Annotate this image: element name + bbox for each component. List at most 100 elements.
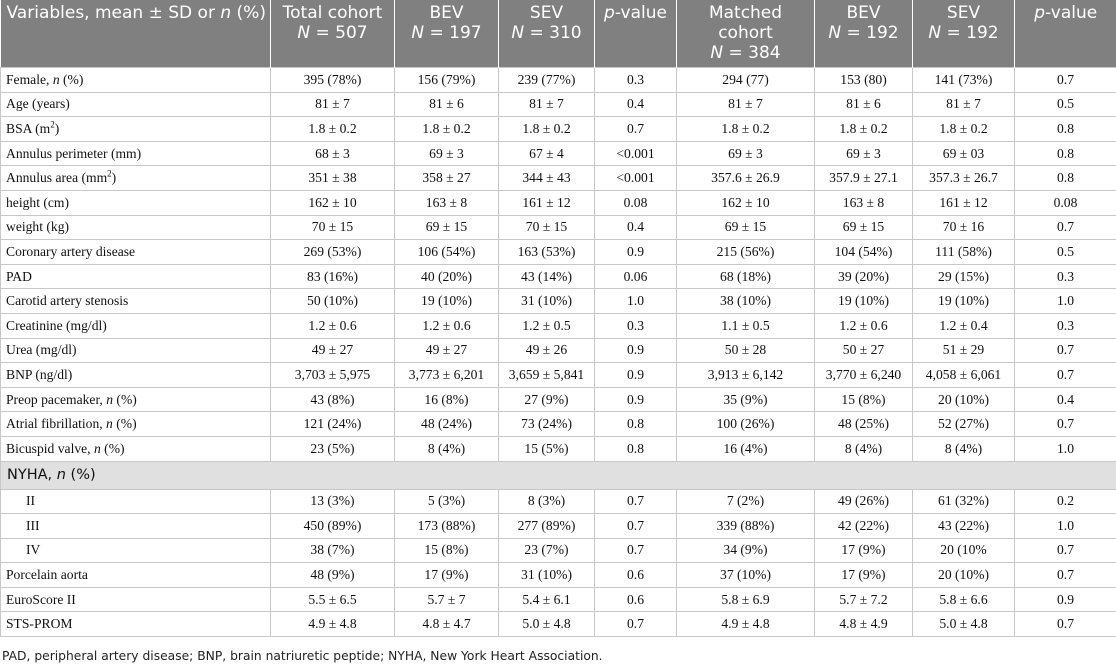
table-cell: 0.2	[1014, 488, 1116, 515]
table-cell: 121 (24%)	[270, 411, 395, 437]
header-col-title: BEV	[846, 3, 881, 23]
table-cell: 395 (78%)	[270, 67, 395, 93]
table-row: BSA (m2) 1.8 ± 0.2 1.8 ± 0.2 1.8 ± 0.2 0.7 1.…	[0, 116, 1116, 142]
table-cell: 8 (4%)	[814, 435, 913, 462]
table-cell: 43 (22%)	[912, 513, 1015, 539]
table-cell: 1.0	[1014, 513, 1116, 539]
header-n-label: N	[511, 23, 525, 43]
row-label-text: Female,	[6, 71, 53, 87]
table-cell: 69 ± 3	[394, 140, 499, 167]
table-cell: 3,773 ± 6,201	[394, 362, 499, 388]
table-cell: 20 (10%	[912, 537, 1015, 564]
table-cell: 239 (77%)	[498, 67, 595, 93]
table-cell: 49 (26%)	[814, 488, 913, 515]
table-cell: 69 ± 15	[394, 214, 499, 241]
table-cell: 5 (3%)	[394, 488, 499, 515]
table-row: Carotid artery stenosis 50 (10%) 19 (10%) 3…	[0, 288, 1116, 314]
table-cell: 0.4	[594, 214, 677, 241]
table-cell: 69 ± 15	[676, 214, 815, 241]
table-cell: 162 ± 10	[676, 189, 815, 216]
table-cell: 3,659 ± 5,841	[498, 362, 595, 388]
table-cell: 70 ± 15	[498, 214, 595, 241]
table-cell: 0.08	[1014, 189, 1116, 216]
table-cell: 69 ± 3	[814, 140, 913, 167]
row-label: Preop pacemaker, n (%)	[0, 386, 271, 413]
row-label-text: EuroScore II	[6, 591, 76, 607]
table-cell: 38 (10%)	[676, 288, 815, 314]
table-cell: 23 (7%)	[498, 537, 595, 564]
row-label-text: Bicuspid valve,	[6, 440, 94, 456]
row-label: Bicuspid valve, n (%)	[0, 435, 271, 462]
header-variables: Variables, mean ± SD or n (%)	[0, 0, 271, 68]
table-cell: 0.08	[594, 189, 677, 216]
row-label-text: Urea (mg/dl)	[6, 342, 77, 358]
row-label-text: PAD	[6, 268, 32, 284]
row-label-text: Coronary artery disease	[6, 243, 136, 259]
row-label-superscript: 2	[107, 168, 112, 179]
table-cell: 52 (27%)	[912, 411, 1015, 437]
row-label-text: Creatinine (mg/dl)	[6, 317, 107, 333]
table-cell: 67 ± 4	[498, 140, 595, 167]
header-p-letter: p	[1034, 3, 1046, 23]
table-cell: 163 (53%)	[498, 239, 595, 265]
table-cell: 0.5	[1014, 91, 1116, 118]
header-col-title: SEV	[946, 3, 981, 23]
table-cell: 70 ± 16	[912, 214, 1015, 241]
table-cell: 141 (73%)	[912, 67, 1015, 93]
table-cell: 1.2 ± 0.6	[270, 312, 395, 339]
header-col-title: p-value	[599, 3, 672, 23]
table-cell: 5.7 ± 7	[394, 586, 499, 613]
table-cell: 8 (4%)	[394, 435, 499, 462]
row-label-text: Annulus area (mm	[6, 170, 108, 186]
row-label: STS-PROM	[0, 611, 271, 638]
table-cell: 4.9 ± 4.8	[270, 611, 395, 638]
row-label: Urea (mg/dl)	[0, 337, 271, 364]
row-label: BSA (m2)	[0, 116, 271, 142]
table-cell: 48 (9%)	[270, 562, 395, 588]
table-cell: 3,770 ± 6,240	[814, 362, 913, 388]
table-cell: 5.0 ± 4.8	[498, 611, 595, 638]
table-cell: 7 (2%)	[676, 488, 815, 515]
table-cell: 0.7	[1014, 67, 1116, 93]
table-cell: 173 (88%)	[394, 513, 499, 539]
table-cell: 344 ± 43	[498, 165, 595, 191]
table-cell: 31 (10%)	[498, 288, 595, 314]
table-cell: 81 ± 6	[814, 91, 913, 118]
section-label: NYHA, n (%)	[0, 460, 1116, 490]
table-cell: 16 (4%)	[676, 435, 815, 462]
table-cell: 8 (4%)	[912, 435, 1015, 462]
table-cell: 0.6	[594, 562, 677, 588]
table-cell: 43 (14%)	[498, 263, 595, 290]
header-variables-text: Variables, mean ± SD or	[6, 3, 221, 23]
header-bev-matched: BEV N = 192	[814, 0, 913, 68]
table-cell: 1.8 ± 0.2	[912, 116, 1015, 142]
table-cell: 0.7	[1014, 214, 1116, 241]
baseline-characteristics-table: Variables, mean ± SD or n (%) Total coho…	[0, 0, 1116, 638]
header-col-title: p-value	[1019, 3, 1113, 23]
table-cell: 161 ± 12	[912, 189, 1015, 216]
header-p-suffix: -value	[1045, 3, 1098, 23]
table-cell: 51 ± 29	[912, 337, 1015, 364]
row-label: Coronary artery disease	[0, 239, 271, 265]
table-cell: 19 (10%)	[394, 288, 499, 314]
row-label: Porcelain aorta	[0, 562, 271, 588]
table-cell: 68 ± 3	[270, 140, 395, 167]
row-label-text: NYHA,	[7, 467, 57, 483]
table-cell: 357.6 ± 26.9	[676, 165, 815, 191]
table-cell: 0.7	[1014, 362, 1116, 388]
table-cell: 50 ± 28	[676, 337, 815, 364]
table-row: Atrial fibrillation, n (%) 121 (24%) 48 (2…	[0, 411, 1116, 437]
row-label: Creatinine (mg/dl)	[0, 312, 271, 339]
table-cell: 3,913 ± 6,142	[676, 362, 815, 388]
header-bev-total: BEV N = 197	[394, 0, 499, 68]
table-cell: 16 (8%)	[394, 386, 499, 413]
row-label: height (cm)	[0, 189, 271, 216]
table-cell: 81 ± 7	[498, 91, 595, 118]
section-row: NYHA, n (%)	[0, 460, 1116, 490]
table-cell: 277 (89%)	[498, 513, 595, 539]
table-cell: 40 (20%)	[394, 263, 499, 290]
table-row: III 450 (89%) 173 (88%) 277 (89%) 0.7 339 (88…	[0, 513, 1116, 539]
row-label: weight (kg)	[0, 214, 271, 241]
table-cell: 294 (77)	[676, 67, 815, 93]
table-cell: 0.9	[594, 239, 677, 265]
